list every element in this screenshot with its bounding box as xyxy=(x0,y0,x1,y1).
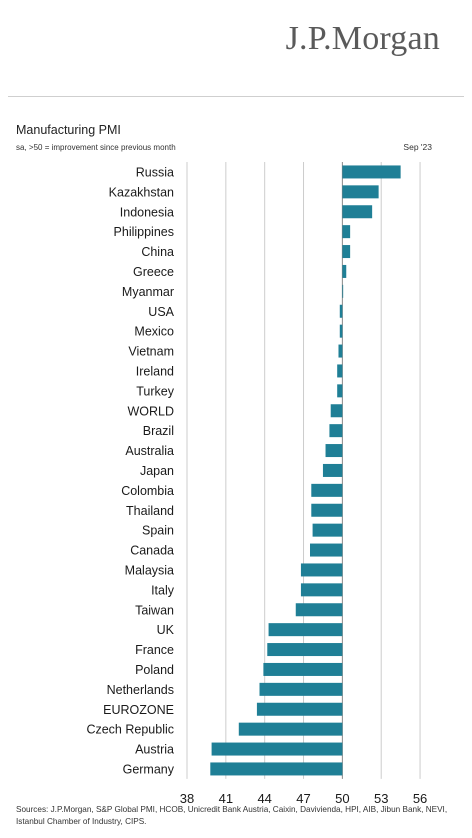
bar-turkey xyxy=(337,384,343,398)
bar-austria xyxy=(211,742,343,756)
category-label: Russia xyxy=(136,165,174,179)
bar-malaysia xyxy=(300,563,343,577)
bar-ireland xyxy=(337,364,343,378)
category-label: France xyxy=(135,643,174,657)
bar-australia xyxy=(325,444,343,458)
category-label: Indonesia xyxy=(120,205,174,219)
bar-uk xyxy=(268,623,343,637)
category-label: China xyxy=(141,245,174,259)
bar-thailand xyxy=(311,503,343,517)
bar-czech-republic xyxy=(238,722,343,736)
sources-note: Sources: J.P.Morgan, S&P Global PMI, HCO… xyxy=(16,805,448,826)
category-label: Italy xyxy=(151,583,175,597)
category-label: Spain xyxy=(142,524,174,538)
category-label: Taiwan xyxy=(135,603,174,617)
category-label: Poland xyxy=(135,663,174,677)
x-tick-label: 47 xyxy=(296,791,310,806)
bar-japan xyxy=(322,463,343,477)
category-label: Australia xyxy=(125,444,174,458)
category-label: Greece xyxy=(133,265,174,279)
category-label: Czech Republic xyxy=(86,723,174,737)
x-tick-label: 44 xyxy=(257,791,271,806)
bar-netherlands xyxy=(259,682,343,696)
category-label: Austria xyxy=(135,743,174,757)
x-tick-label: 56 xyxy=(413,791,427,806)
bar-italy xyxy=(300,583,343,597)
bar-canada xyxy=(310,543,343,557)
bar-myanmar xyxy=(342,284,344,298)
bar-china xyxy=(342,245,351,259)
bars xyxy=(210,165,401,776)
x-tick-label: 41 xyxy=(219,791,233,806)
category-label: EUROZONE xyxy=(103,703,174,717)
x-tick-label: 50 xyxy=(335,791,349,806)
category-label: UK xyxy=(157,623,175,637)
category-label: USA xyxy=(148,305,174,319)
category-label: Japan xyxy=(140,464,174,478)
bar-taiwan xyxy=(295,603,343,617)
category-label: Ireland xyxy=(136,364,174,378)
bar-poland xyxy=(263,662,343,676)
category-label: WORLD xyxy=(127,404,174,418)
bar-eurozone xyxy=(256,702,343,716)
bar-vietnam xyxy=(338,344,343,358)
bar-colombia xyxy=(311,483,343,497)
chart-date: Sep '23 xyxy=(403,142,432,152)
category-label: Colombia xyxy=(121,484,174,498)
bar-usa xyxy=(339,304,343,318)
bar-russia xyxy=(342,165,401,179)
category-label: Malaysia xyxy=(125,563,174,577)
x-tick-label: 53 xyxy=(374,791,388,806)
brand-logo: J.P.Morgan xyxy=(285,20,440,57)
bar-germany xyxy=(210,762,343,776)
bar-greece xyxy=(342,264,347,278)
category-label: Brazil xyxy=(143,424,174,438)
category-label: Germany xyxy=(123,762,175,776)
bar-world xyxy=(330,404,343,418)
category-label: Mexico xyxy=(134,325,174,339)
bar-kazakhstan xyxy=(342,185,379,199)
chart-subtitle: sa, >50 = improvement since previous mon… xyxy=(16,143,176,152)
category-label: Thailand xyxy=(126,504,174,518)
category-labels: Russia Kazakhstan Indonesia Philippines Chin… xyxy=(86,165,174,776)
bar-indonesia xyxy=(342,205,373,219)
category-label: Myanmar xyxy=(122,285,174,299)
x-tick-label: 38 xyxy=(180,791,194,806)
category-label: Canada xyxy=(130,544,174,558)
bar-france xyxy=(267,643,343,657)
category-label: Philippines xyxy=(114,225,174,239)
header-divider xyxy=(8,96,464,97)
category-label: Kazakhstan xyxy=(109,185,174,199)
category-label: Vietnam xyxy=(128,345,174,359)
category-label: Netherlands xyxy=(107,683,174,697)
x-tick-labels: 38 41 44 47 50 53 56 xyxy=(180,791,428,806)
bar-brazil xyxy=(329,424,343,438)
bar-philippines xyxy=(342,225,351,239)
bar-mexico xyxy=(339,324,343,338)
category-label: Turkey xyxy=(136,384,174,398)
bar-spain xyxy=(312,523,343,537)
chart-title: Manufacturing PMI xyxy=(16,123,121,137)
